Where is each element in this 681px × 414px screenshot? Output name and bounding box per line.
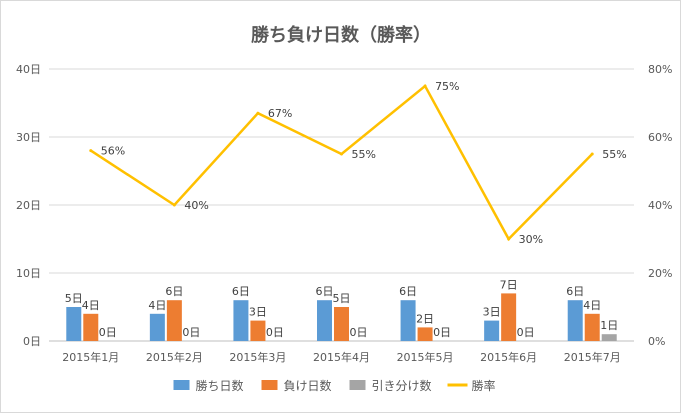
bar-data-label: 2日 — [416, 312, 434, 325]
bar — [334, 307, 349, 341]
x-tick-label: 2015年2月 — [146, 350, 203, 364]
bar-data-label: 4日 — [82, 299, 100, 312]
bar-data-label: 0日 — [266, 326, 284, 339]
x-tick-label: 2015年5月 — [397, 350, 454, 364]
line-point — [340, 152, 343, 156]
bar — [317, 300, 332, 341]
bar-data-label: 0日 — [350, 326, 368, 339]
win-rate-line — [89, 84, 594, 242]
bar-data-label: 0日 — [517, 326, 535, 339]
bar-data-label: 4日 — [583, 299, 601, 312]
line-point — [423, 84, 427, 88]
y-right-tick-label: 0% — [648, 335, 665, 348]
y-right-tick-label: 60% — [648, 131, 672, 144]
line-point — [256, 111, 260, 115]
legend-swatch — [261, 380, 278, 390]
bar-data-label: 0日 — [433, 326, 451, 339]
y-left-tick-label: 30日 — [16, 131, 41, 144]
line-data-label: 30% — [519, 233, 543, 246]
bar — [250, 320, 266, 341]
legend: 勝ち日数 負け日数 引き分け数 勝率 — [173, 378, 496, 393]
line-data-label: 67% — [268, 107, 292, 120]
bar-data-label: 7日 — [500, 278, 518, 291]
bar — [83, 313, 99, 341]
axes: 0日 10日 20日 30日 40日 0% 20% 40% 60% 80% 2015年1月 2015年… — [16, 63, 672, 364]
legend-label: 勝率 — [472, 378, 496, 393]
bar — [66, 307, 82, 341]
x-tick-label: 2015年1月 — [62, 350, 119, 364]
bar — [501, 293, 517, 341]
x-tick-label: 2015年6月 — [480, 350, 537, 364]
bar — [584, 313, 600, 341]
bar-data-label: 6日 — [316, 285, 334, 298]
chart-title: 勝ち負け日数（勝率） — [251, 24, 431, 46]
bar — [166, 300, 182, 341]
line-data-label: 75% — [435, 80, 459, 93]
bar-data-label: 5日 — [333, 292, 351, 305]
bars — [66, 293, 617, 341]
y-left-tick-label: 40日 — [16, 63, 41, 76]
y-right-tick-label: 40% — [648, 199, 672, 212]
bar-data-label: 3日 — [249, 306, 267, 319]
bar — [233, 300, 249, 341]
y-left-tick-label: 0日 — [23, 335, 41, 348]
y-left-tick-label: 10日 — [16, 267, 41, 280]
y-left-tick-label: 20日 — [16, 199, 41, 212]
bar — [149, 313, 165, 341]
line-data-label: 40% — [184, 199, 208, 212]
legend-swatch — [173, 380, 190, 390]
x-tick-label: 2015年7月 — [564, 350, 621, 364]
bar-data-label: 0日 — [182, 326, 200, 339]
line-data-label: 56% — [101, 145, 125, 158]
bar — [400, 300, 416, 341]
bar-data-label: 6日 — [566, 285, 584, 298]
bar-data-label: 6日 — [399, 285, 417, 298]
line-data-label: 55% — [602, 148, 626, 161]
line-data-label: 55% — [352, 148, 376, 161]
line-point — [590, 152, 594, 156]
bar — [601, 334, 617, 341]
legend-label: 引き分け数 — [372, 378, 432, 393]
x-tick-label: 2015年3月 — [229, 350, 286, 364]
line-point — [89, 149, 93, 153]
bar-data-label: 5日 — [65, 292, 83, 305]
bar-data-label: 6日 — [232, 285, 250, 298]
bar-data-label: 4日 — [148, 299, 166, 312]
line-series — [90, 84, 594, 242]
bar-data-label: 3日 — [483, 306, 501, 319]
bar — [417, 327, 433, 341]
legend-label: 負け日数 — [284, 378, 332, 393]
line-point — [507, 237, 511, 241]
y-right-tick-label: 20% — [648, 267, 672, 280]
y-right-tick-label: 80% — [648, 63, 672, 76]
gridlines — [49, 68, 634, 342]
bar-data-label: 0日 — [99, 326, 117, 339]
legend-swatch — [349, 380, 366, 390]
legend-label: 勝ち日数 — [196, 378, 244, 393]
bar — [567, 300, 583, 341]
bar-data-label: 6日 — [165, 285, 183, 298]
line-point — [172, 203, 176, 207]
x-tick-label: 2015年4月 — [313, 350, 370, 364]
bar-data-label: 1日 — [600, 319, 618, 332]
bar — [484, 320, 500, 341]
